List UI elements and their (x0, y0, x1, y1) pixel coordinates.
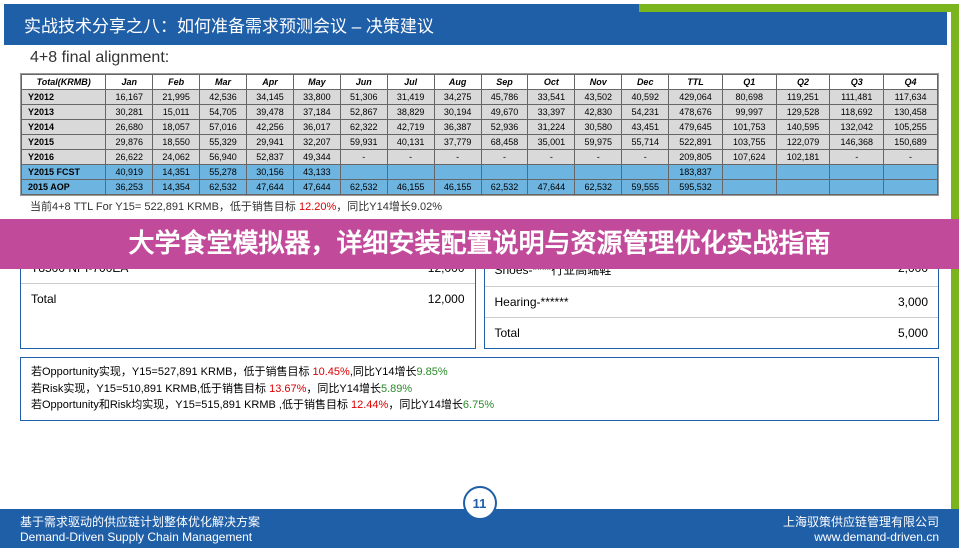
subtitle: 4+8 final alignment: (0, 45, 959, 71)
note-line: 当前4+8 TTL For Y15= 522,891 KRMB，低于销售目标 1… (30, 198, 929, 214)
accent-right (951, 4, 959, 548)
accent-top (639, 4, 959, 12)
page-number: 11 (463, 486, 497, 520)
overlay-banner: 大学食堂模拟器，详细安装配置说明与资源管理优化实战指南 (0, 219, 959, 269)
main-table: Total(KRMB)JanFebMarAprMayJunJulAugSepOc… (20, 73, 939, 196)
scenario-box: 若Opportunity实现，Y15=527,891 KRMB，低于销售目标 1… (20, 357, 939, 421)
